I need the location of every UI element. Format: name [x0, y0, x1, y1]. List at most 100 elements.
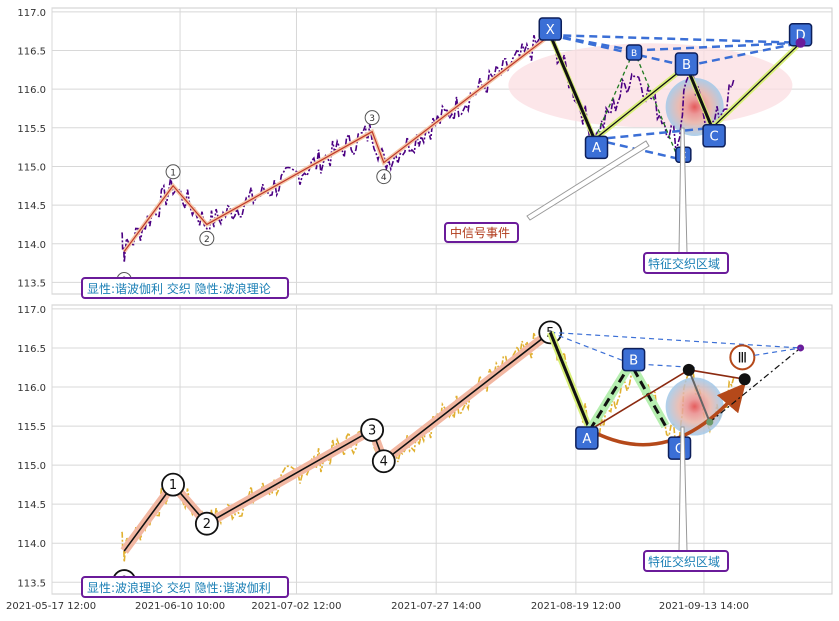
top-legend-box: 显性:谐波伽利 交织 隐性:波浪理论 [81, 277, 289, 299]
y-tick-label: 116.0 [17, 383, 46, 394]
y-tick-label: 114.5 [17, 201, 46, 212]
x-tick-label: 2021-07-02 12:00 [251, 601, 341, 612]
wave-label-circle [364, 110, 380, 126]
wave-circle-3 [360, 418, 385, 442]
top-interweave-label: 特征交织区域 [643, 127, 729, 274]
bottom-panel-frame [51, 304, 833, 595]
y-tick-label: 117.0 [17, 8, 46, 19]
wave-circle-2 [194, 511, 219, 536]
abc-label-A-box [575, 426, 599, 450]
projection-gray [687, 369, 711, 423]
projection-line [589, 369, 690, 431]
abc-dashed-line [550, 331, 801, 349]
price-line [121, 27, 735, 263]
harmonic-bc-leg [685, 65, 714, 129]
wave-label-circle [199, 230, 215, 246]
harmonic-alt-label-B-box [625, 44, 643, 61]
signal-event-text: 中信号事件 [450, 225, 510, 240]
harmonic-label-X: X [546, 23, 555, 38]
harmonic-alt-path [593, 48, 679, 159]
wave-line [123, 34, 551, 252]
y-tick-label: 115.5 [17, 124, 46, 135]
x-axis-ticks: 2021-05-17 12:00 2021-06-10 10:00 2021-07-… [6, 601, 749, 612]
harmonic-label-A: A [592, 141, 601, 156]
x-tick-label: 2021-07-27 14:00 [391, 601, 481, 612]
signal-event-label: 中信号事件 [444, 140, 650, 243]
bottom-legend-box: 显性:波浪理论 交织 隐性:谐波伽利 [81, 576, 289, 598]
top-legend-text: 显性:谐波伽利 交织 隐性:波浪理论 [87, 281, 271, 296]
harmonic-label-B-box [674, 52, 699, 76]
wave-III-circle [729, 344, 756, 371]
harmonic-label-B: B [682, 58, 691, 73]
wave-circle-1 [161, 472, 185, 497]
harmonic-xa-leg [548, 34, 596, 140]
projection-arrow [589, 382, 746, 447]
wave-circle-4 [371, 449, 396, 474]
top-price-series [121, 27, 735, 263]
harmonic-label-D: D [795, 29, 805, 44]
harmonic-label-A-box [584, 135, 609, 160]
harmonic-dashed-line [634, 41, 801, 52]
y-tick-label: 115.0 [17, 162, 46, 173]
x-tick-label: 2021-05-17 12:00 [6, 601, 96, 612]
bottom-abc-pattern: Ⅲ A B C [547, 331, 805, 460]
harmonic-dashed-line [550, 33, 801, 45]
projection-dot [738, 373, 751, 386]
projection-small-dot [706, 418, 714, 426]
bottom-interweave-text: 特征交织区域 [648, 554, 720, 569]
y-tick-label: 117.0 [17, 305, 46, 316]
y-tick-label: 114.5 [17, 500, 46, 511]
wave-label-circle [165, 164, 181, 180]
wave-label-1: 1 [169, 478, 177, 493]
harmonic-dashed-line [549, 33, 687, 68]
bottom-y-ticks: 113.5 114.0 114.5 115.0 115.5 116.0 116.5 117.0 [17, 305, 46, 589]
harmonic-d-dot [795, 37, 806, 48]
wave-label-4: 4 [381, 173, 387, 183]
y-tick-label: 115.5 [17, 422, 46, 433]
wave-III-label: Ⅲ [738, 350, 748, 366]
x-tick-label: 2021-09-13 14:00 [659, 601, 749, 612]
interweave-ellipse [508, 43, 793, 128]
y-tick-label: 116.5 [17, 47, 46, 58]
y-tick-label: 115.0 [17, 461, 46, 472]
five-a-leg [548, 331, 592, 431]
projection-line [688, 369, 745, 380]
abc-label-C: C [675, 442, 684, 457]
abc-label-B: B [629, 353, 638, 368]
wave-label-1: 1 [170, 168, 176, 178]
wave-label-circle [376, 169, 392, 185]
harmonic-label-X-box [538, 17, 563, 41]
y-tick-label: 116.5 [17, 344, 46, 355]
y-tick-label: 114.0 [17, 240, 46, 251]
abc-label-A: A [582, 432, 591, 447]
harmonic-dashed-line [594, 126, 713, 141]
harmonic-label-C-box [702, 124, 726, 148]
wave-label-2: 2 [203, 517, 211, 532]
wave-line [123, 331, 551, 552]
y-tick-label: 113.5 [17, 278, 46, 289]
wave-label-4: 4 [380, 455, 388, 470]
bottom-interweave-label: 特征交织区域 [643, 426, 729, 572]
harmonic-alt-label-B: B [631, 49, 637, 59]
bottom-legend-text: 显性:波浪理论 交织 隐性:谐波伽利 [87, 580, 271, 595]
x-tick-label: 2021-06-10 10:00 [135, 601, 225, 612]
abc-dashed-line [754, 347, 801, 356]
y-tick-label: 113.5 [17, 578, 46, 589]
projection-dashdot [709, 347, 801, 423]
x-tick-label: 2021-08-19 12:00 [531, 601, 621, 612]
top-interweave-text: 特征交织区域 [648, 256, 720, 271]
harmonic-dashed-line [686, 41, 801, 68]
bottom-grid [51, 305, 832, 594]
top-y-ticks: 113.5 114.0 114.5 115.0 115.5 116.0 116.5 117.0 [17, 8, 46, 290]
wave-label-3: 3 [369, 114, 375, 124]
wave-label-3: 3 [368, 423, 376, 438]
bottom-wave-series: 012345 [112, 320, 563, 593]
y-tick-label: 116.0 [17, 85, 46, 96]
y-tick-label: 114.0 [17, 539, 46, 550]
wave-label-2: 2 [204, 235, 210, 245]
abc-label-B-box [621, 347, 646, 372]
projection-dot [682, 363, 695, 376]
harmonic-label-C: C [709, 130, 718, 145]
